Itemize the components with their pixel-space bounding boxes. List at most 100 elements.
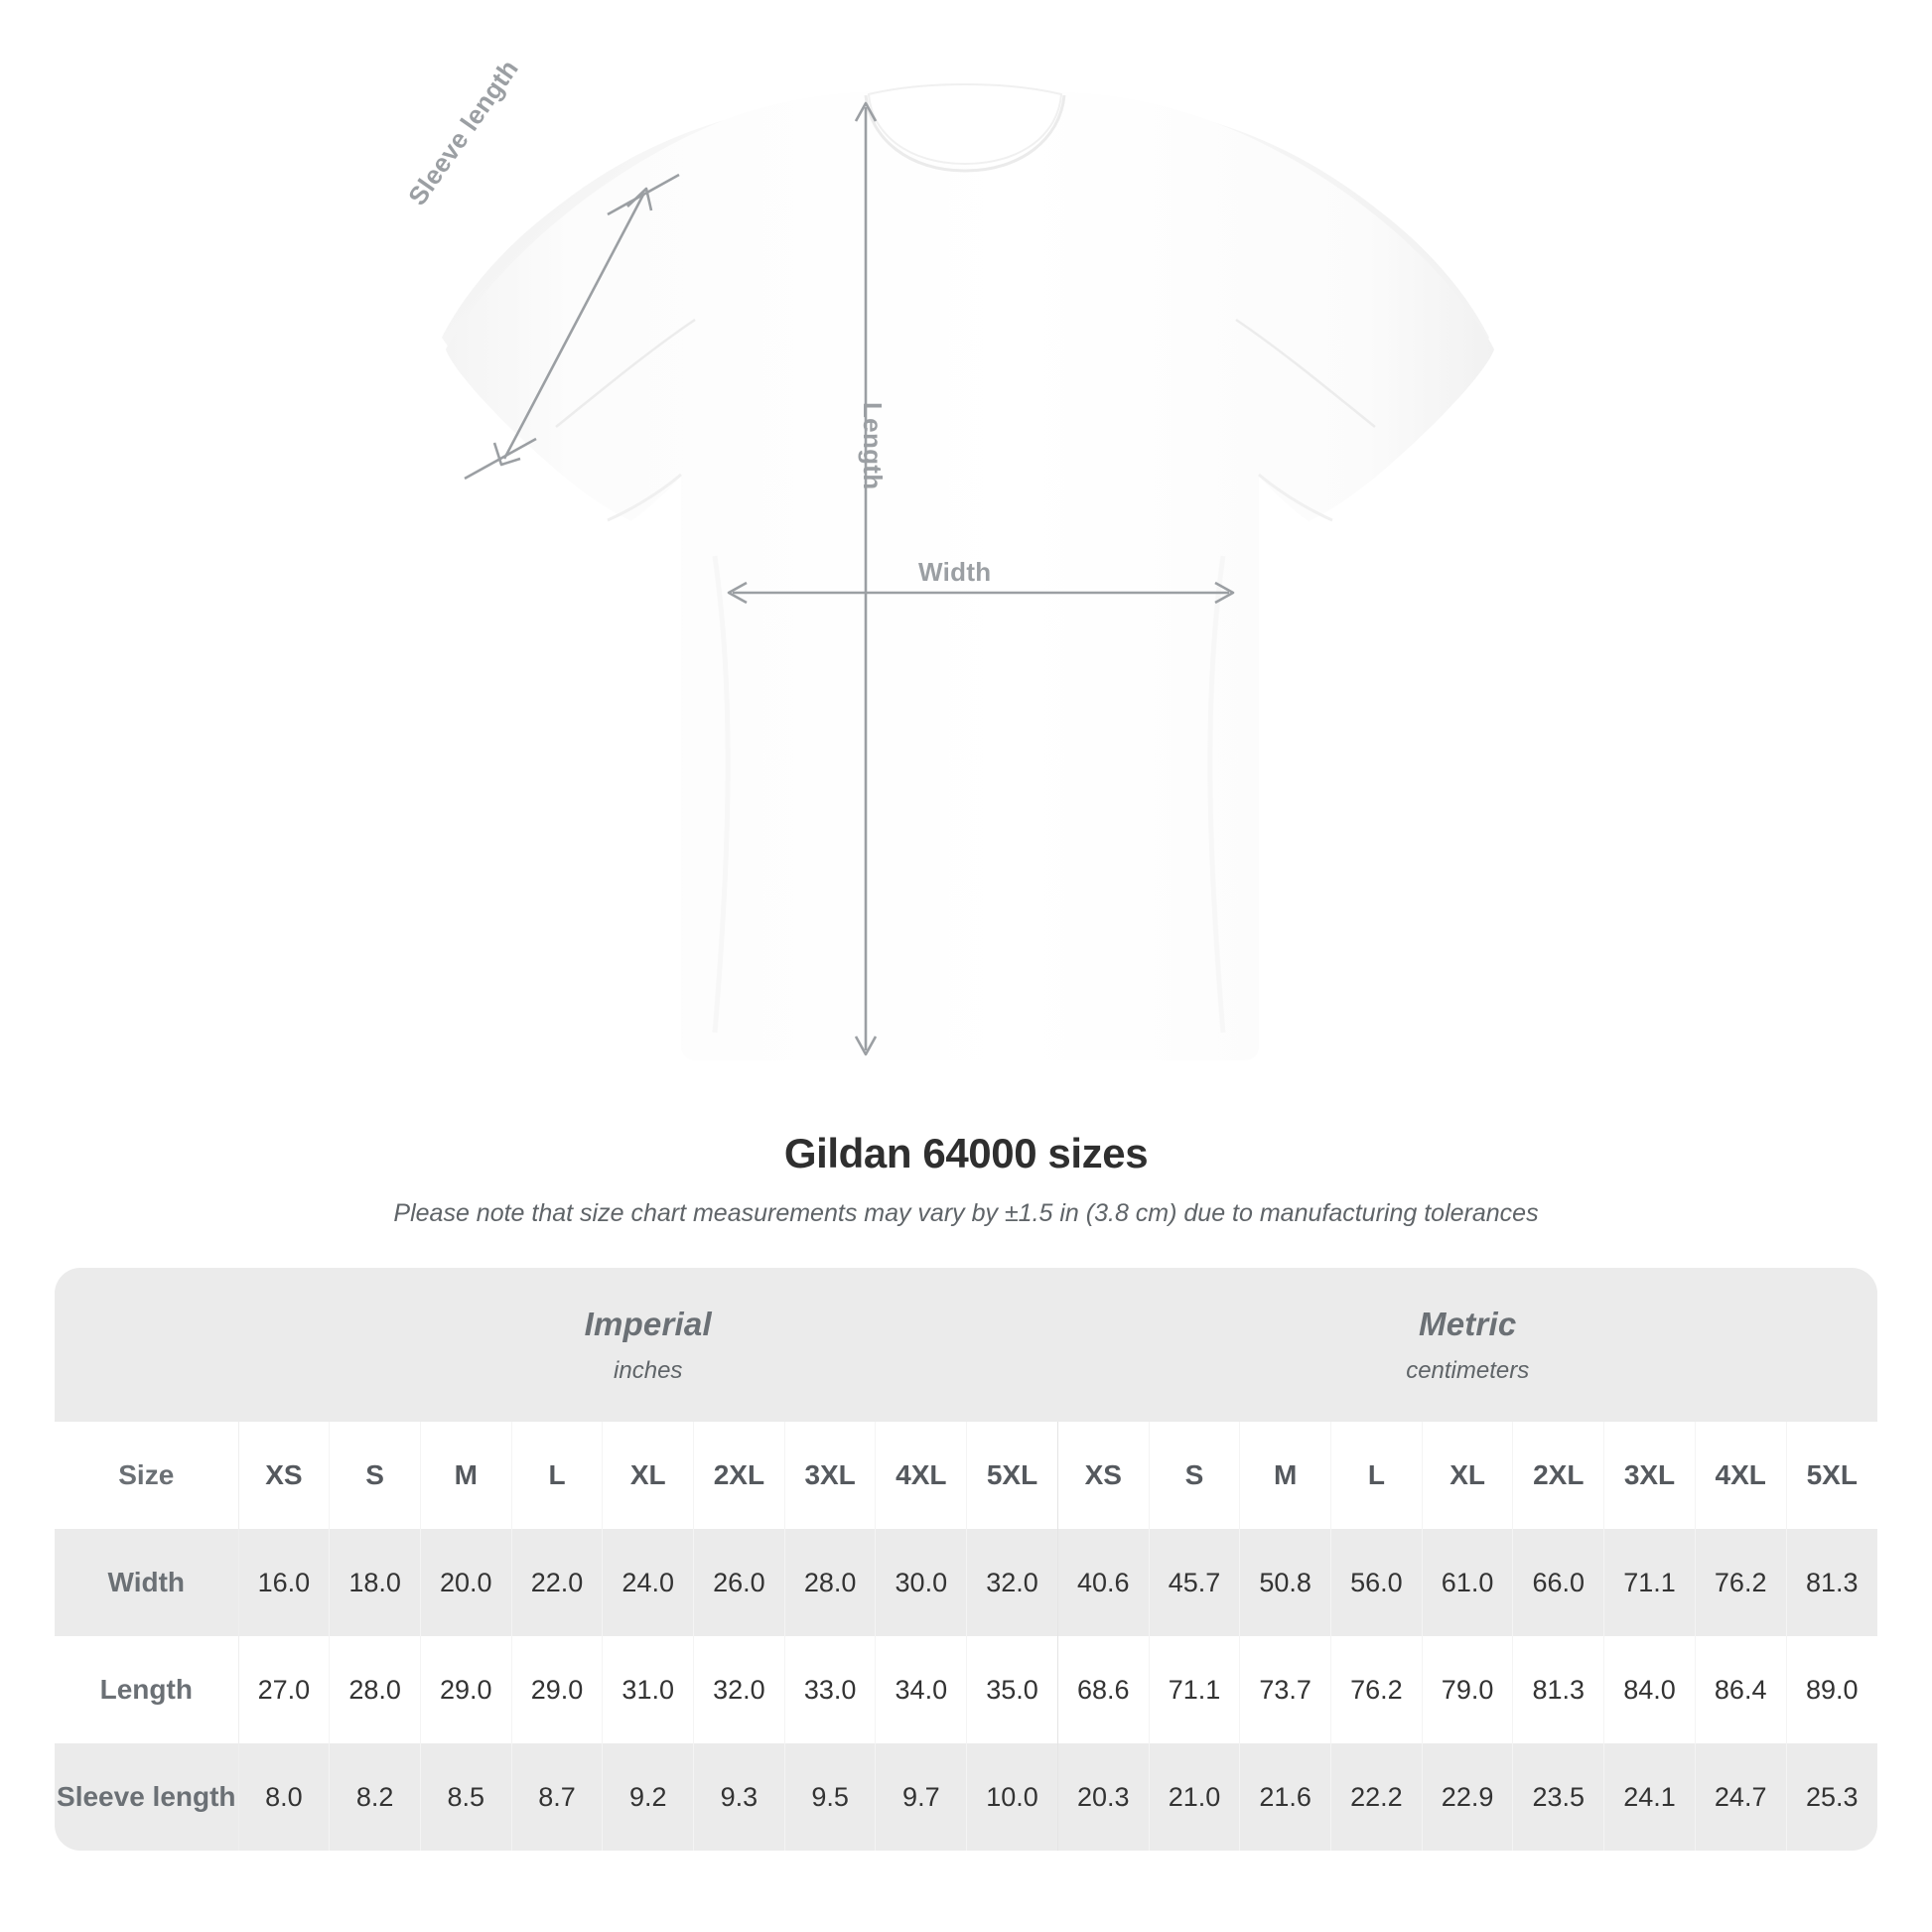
sleeve-imperial-5xl: 10.0 [966,1743,1058,1851]
size-header-row: Size XS S M L XL 2XL 3XL 4XL 5XL XS S M … [55,1422,1877,1529]
width-imperial-l: 22.0 [511,1529,604,1636]
length-imperial-m: 29.0 [420,1636,512,1743]
unit-group-metric: Metric centimeters [1057,1268,1877,1422]
width-metric-s: 45.7 [1149,1529,1241,1636]
size-col-imperial-s: S [329,1422,421,1529]
width-imperial-2xl: 26.0 [693,1529,785,1636]
row-label-sleeve-length: Sleeve length [55,1743,239,1851]
length-imperial-5xl: 35.0 [966,1636,1058,1743]
size-col-metric-2xl: 2XL [1512,1422,1605,1529]
row-label-length: Length [55,1636,239,1743]
sleeve-metric-4xl: 24.7 [1695,1743,1787,1851]
sleeve-imperial-l: 8.7 [511,1743,604,1851]
length-metric-2xl: 81.3 [1512,1636,1605,1743]
width-imperial-m: 20.0 [420,1529,512,1636]
length-metric-xl: 79.0 [1422,1636,1514,1743]
sleeve-imperial-xl: 9.2 [602,1743,695,1851]
width-imperial-4xl: 30.0 [875,1529,968,1636]
size-col-metric-l: L [1330,1422,1423,1529]
length-arrow [854,101,878,1056]
sleeve-metric-2xl: 23.5 [1512,1743,1605,1851]
unit-system-row: Imperial inches Metric centimeters [55,1268,1877,1422]
size-col-imperial-4xl: 4XL [875,1422,968,1529]
size-col-imperial-l: L [511,1422,604,1529]
sleeve-metric-xs: 20.3 [1057,1743,1150,1851]
size-col-imperial-xl: XL [602,1422,695,1529]
length-metric-5xl: 89.0 [1786,1636,1877,1743]
unit-row-spacer [55,1268,239,1422]
length-metric-4xl: 86.4 [1695,1636,1787,1743]
width-imperial-s: 18.0 [329,1529,421,1636]
tshirt-illustration [442,82,1494,1060]
row-label-width: Width [55,1529,239,1636]
imperial-label: Imperial [584,1305,712,1342]
sleeve-metric-5xl: 25.3 [1786,1743,1877,1851]
tshirt-diagram: Sleeve length Length Width [402,54,1494,1060]
sleeve-imperial-s: 8.2 [329,1743,421,1851]
length-metric-m: 73.7 [1239,1636,1332,1743]
size-col-metric-m: M [1239,1422,1332,1529]
metric-unit: centimeters [1406,1356,1530,1384]
width-imperial-5xl: 32.0 [966,1529,1058,1636]
length-imperial-2xl: 32.0 [693,1636,785,1743]
size-col-metric-5xl: 5XL [1786,1422,1877,1529]
sleeve-tick-marks [464,173,680,481]
width-imperial-3xl: 28.0 [784,1529,877,1636]
width-metric-xl: 61.0 [1422,1529,1514,1636]
sleeve-metric-xl: 22.9 [1422,1743,1514,1851]
length-imperial-4xl: 34.0 [875,1636,968,1743]
width-metric-5xl: 81.3 [1786,1529,1877,1636]
metric-label: Metric [1419,1305,1517,1342]
table-row-sleeve-length: Sleeve length 8.0 8.2 8.5 8.7 9.2 9.3 9.… [55,1743,1877,1851]
width-metric-2xl: 66.0 [1512,1529,1605,1636]
size-col-imperial-m: M [420,1422,512,1529]
size-col-metric-4xl: 4XL [1695,1422,1787,1529]
title-block: Gildan 64000 sizes Please note that size… [0,1130,1932,1228]
size-col-metric-s: S [1149,1422,1241,1529]
width-metric-l: 56.0 [1330,1529,1423,1636]
page-title: Gildan 64000 sizes [783,1130,1149,1176]
length-imperial-xl: 31.0 [602,1636,695,1743]
measurement-arrows [464,101,1235,1056]
shirt-shape [442,82,1494,1060]
width-metric-4xl: 76.2 [1695,1529,1787,1636]
size-table: Imperial inches Metric centimeters Size … [55,1268,1877,1851]
size-col-metric-xl: XL [1422,1422,1514,1529]
width-metric-3xl: 71.1 [1603,1529,1696,1636]
length-metric-xs: 68.6 [1057,1636,1150,1743]
sleeve-imperial-m: 8.5 [420,1743,512,1851]
length-metric-3xl: 84.0 [1603,1636,1696,1743]
size-col-metric-3xl: 3XL [1603,1422,1696,1529]
width-metric-xs: 40.6 [1057,1529,1150,1636]
size-col-imperial-3xl: 3XL [784,1422,877,1529]
sleeve-imperial-3xl: 9.5 [784,1743,877,1851]
sleeve-metric-3xl: 24.1 [1603,1743,1696,1851]
size-col-imperial-xs: XS [238,1422,331,1529]
width-label: Width [918,557,992,587]
sleeve-imperial-xs: 8.0 [238,1743,331,1851]
length-imperial-3xl: 33.0 [784,1636,877,1743]
size-table-wrapper: Imperial inches Metric centimeters Size … [55,1268,1877,1851]
width-arrow [727,581,1235,605]
width-metric-m: 50.8 [1239,1529,1332,1636]
size-col-metric-xs: XS [1057,1422,1150,1529]
width-imperial-xs: 16.0 [238,1529,331,1636]
table-row-width: Width 16.0 18.0 20.0 22.0 24.0 26.0 28.0… [55,1529,1877,1636]
sleeve-metric-l: 22.2 [1330,1743,1423,1851]
tolerance-note: Please note that size chart measurements… [393,1199,1539,1227]
imperial-unit: inches [614,1356,683,1384]
table-row-length: Length 27.0 28.0 29.0 29.0 31.0 32.0 33.… [55,1636,1877,1743]
length-imperial-xs: 27.0 [238,1636,331,1743]
length-metric-s: 71.1 [1149,1636,1241,1743]
sleeve-imperial-4xl: 9.7 [875,1743,968,1851]
sleeve-metric-s: 21.0 [1149,1743,1241,1851]
unit-group-imperial: Imperial inches [238,1268,1058,1422]
sleeve-imperial-2xl: 9.3 [693,1743,785,1851]
size-col-imperial-2xl: 2XL [693,1422,785,1529]
length-imperial-l: 29.0 [511,1636,604,1743]
width-imperial-xl: 24.0 [602,1529,695,1636]
size-col-imperial-5xl: 5XL [966,1422,1058,1529]
size-row-label: Size [55,1422,239,1529]
sleeve-metric-m: 21.6 [1239,1743,1332,1851]
